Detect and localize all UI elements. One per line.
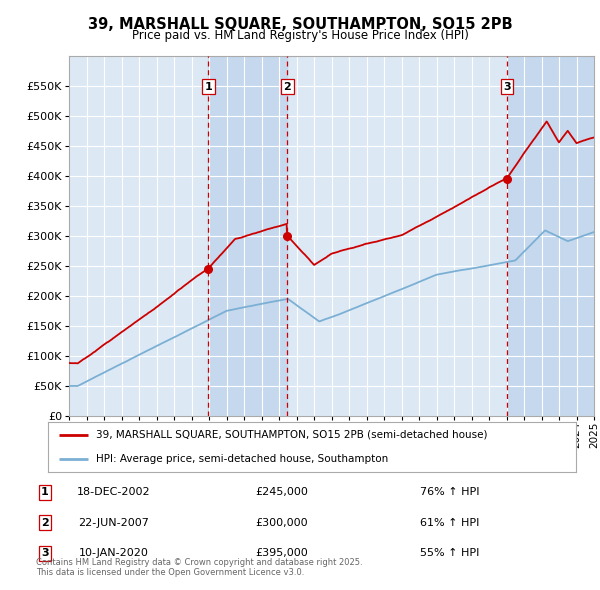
Text: 1: 1 xyxy=(205,81,212,91)
Text: 61% ↑ HPI: 61% ↑ HPI xyxy=(420,518,479,527)
Text: 39, MARSHALL SQUARE, SOUTHAMPTON, SO15 2PB: 39, MARSHALL SQUARE, SOUTHAMPTON, SO15 2… xyxy=(88,17,512,31)
Text: 10-JAN-2020: 10-JAN-2020 xyxy=(79,549,149,558)
Text: Price paid vs. HM Land Registry's House Price Index (HPI): Price paid vs. HM Land Registry's House … xyxy=(131,30,469,42)
Text: 39, MARSHALL SQUARE, SOUTHAMPTON, SO15 2PB (semi-detached house): 39, MARSHALL SQUARE, SOUTHAMPTON, SO15 2… xyxy=(95,430,487,440)
Text: 2: 2 xyxy=(41,518,49,527)
Text: £245,000: £245,000 xyxy=(256,487,308,497)
Text: 1: 1 xyxy=(41,487,49,497)
Text: £300,000: £300,000 xyxy=(256,518,308,527)
Bar xyxy=(507,56,594,416)
Text: 22-JUN-2007: 22-JUN-2007 xyxy=(79,518,149,527)
Text: 76% ↑ HPI: 76% ↑ HPI xyxy=(420,487,479,497)
Text: £395,000: £395,000 xyxy=(256,549,308,558)
Bar xyxy=(208,56,287,416)
Text: HPI: Average price, semi-detached house, Southampton: HPI: Average price, semi-detached house,… xyxy=(95,454,388,464)
Text: 3: 3 xyxy=(41,549,49,558)
Text: 55% ↑ HPI: 55% ↑ HPI xyxy=(420,549,479,558)
Text: 18-DEC-2002: 18-DEC-2002 xyxy=(77,487,151,497)
Text: Contains HM Land Registry data © Crown copyright and database right 2025.
This d: Contains HM Land Registry data © Crown c… xyxy=(36,558,362,577)
Text: 3: 3 xyxy=(503,81,511,91)
Text: 2: 2 xyxy=(283,81,291,91)
